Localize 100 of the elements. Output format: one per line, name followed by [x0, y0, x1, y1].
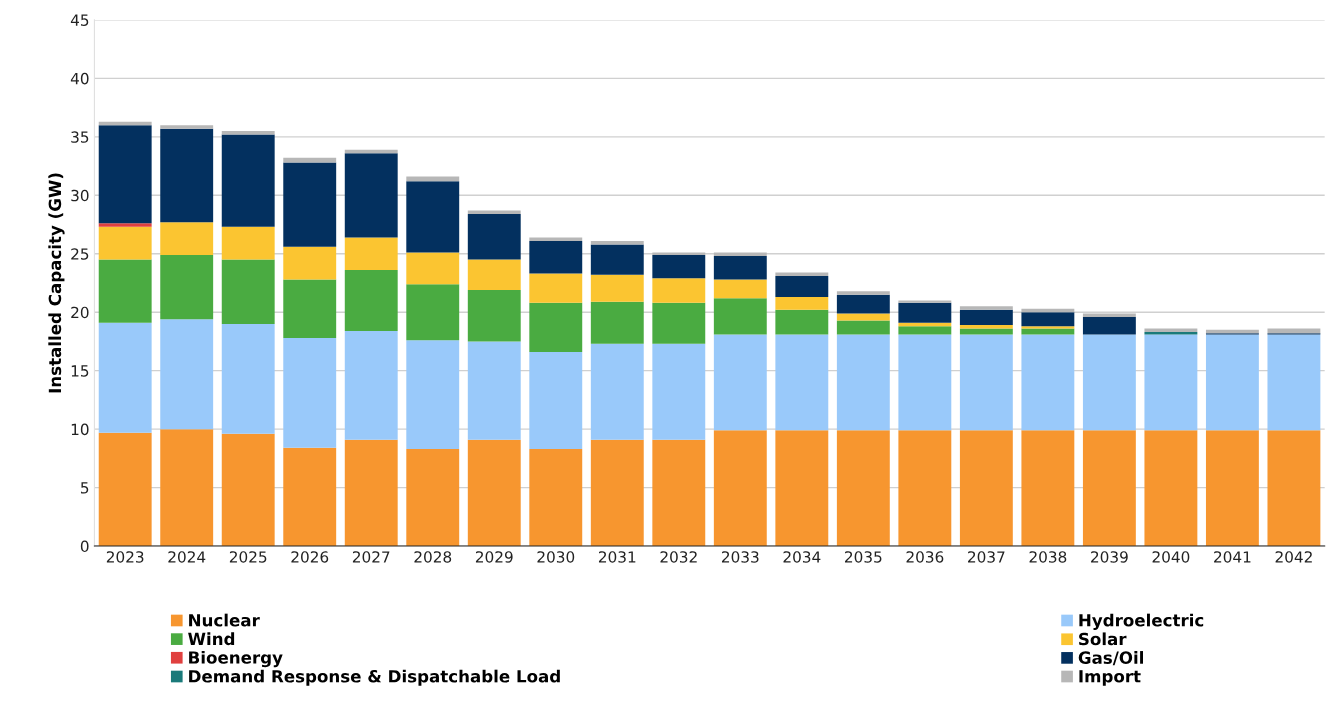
x-tick-label: 2027 [352, 551, 390, 563]
bar [344, 270, 398, 331]
x-tick-label: 2023 [106, 551, 144, 563]
bar [652, 302, 706, 344]
bar [959, 430, 1013, 547]
bar [836, 320, 890, 335]
bar [1267, 430, 1321, 547]
bar [283, 246, 337, 280]
bar [775, 309, 829, 335]
bar [98, 226, 152, 260]
bar [959, 306, 1013, 310]
legend-label: Wind [188, 632, 235, 646]
bar [652, 254, 706, 279]
bar [590, 343, 644, 440]
y-tick-label: 45 [70, 14, 89, 26]
bar [713, 298, 767, 335]
bar [406, 284, 460, 341]
legend-label: Gas/Oil [1078, 651, 1144, 666]
bar [1144, 430, 1198, 547]
bar [529, 302, 583, 352]
bar [590, 439, 644, 547]
bar [1082, 316, 1136, 335]
x-tick-label: 2035 [845, 551, 882, 563]
bar [406, 252, 460, 285]
x-tick-label: 2037 [968, 551, 1005, 563]
bar [1082, 430, 1136, 547]
bar [406, 181, 460, 253]
bar [1205, 430, 1259, 547]
y-tick-label: 35 [71, 131, 89, 143]
bar [898, 302, 952, 323]
bar [98, 223, 152, 227]
bar [836, 294, 890, 314]
bar [1267, 334, 1321, 431]
x-tick-label: 2040 [1152, 551, 1190, 563]
bar [713, 256, 767, 280]
x-tick-label: 2031 [598, 551, 636, 563]
x-tick-label: 2039 [1091, 551, 1128, 563]
bar [1021, 334, 1075, 431]
x-tick-label: 2029 [475, 551, 513, 563]
bar [590, 301, 644, 344]
y-axis-title: Installed Capacity (GW) [48, 173, 65, 393]
bar [836, 291, 890, 295]
bar [160, 429, 214, 547]
bar [1205, 334, 1259, 431]
bar [160, 128, 214, 223]
bar [98, 259, 152, 323]
bar [713, 334, 767, 431]
bar [221, 323, 275, 434]
bar [1082, 334, 1136, 431]
bar [775, 272, 829, 276]
bar [344, 153, 398, 238]
bar [406, 449, 460, 547]
x-tick-label: 2028 [414, 551, 452, 563]
bar [221, 433, 275, 547]
bar [467, 259, 521, 290]
x-tick-label: 2041 [1214, 551, 1251, 563]
y-tick-label: 0 [80, 540, 89, 553]
x-tick-label: 2032 [660, 551, 697, 563]
bar [836, 334, 890, 431]
bar [959, 309, 1013, 326]
bar [98, 322, 152, 433]
x-tick-label: 2030 [537, 551, 575, 563]
x-tick-label: 2024 [168, 551, 206, 563]
legend-label: Hydroelectric [1079, 613, 1204, 630]
y-tick-label: 25 [71, 248, 89, 260]
bar [160, 319, 214, 430]
bar [590, 274, 644, 302]
bar [959, 325, 1013, 329]
bar [160, 254, 214, 320]
bar [1144, 334, 1198, 431]
bar [160, 125, 214, 129]
bar [775, 430, 829, 547]
bar [898, 334, 952, 431]
bar [775, 297, 829, 310]
bar [529, 273, 583, 303]
bar [1021, 312, 1075, 327]
x-tick-label: 2026 [291, 551, 329, 563]
bar [775, 334, 829, 431]
bar [959, 334, 1013, 431]
bar [652, 439, 706, 547]
bar [467, 341, 521, 440]
bar [836, 313, 890, 321]
x-tick-label: 2025 [229, 551, 267, 563]
x-tick-label: 2033 [721, 551, 759, 563]
x-tick-label: 2042 [1275, 551, 1312, 563]
bar [652, 278, 706, 303]
bar [221, 259, 275, 324]
x-tick-label: 2038 [1029, 551, 1067, 563]
legend-label: Bioenergy [189, 650, 283, 668]
y-tick-label: 40 [70, 72, 89, 85]
bar [221, 226, 275, 260]
bar [1021, 430, 1075, 547]
bar [98, 432, 152, 547]
y-tick-label: 20 [71, 306, 89, 319]
bar [713, 279, 767, 299]
bar [652, 343, 706, 440]
bar [898, 326, 952, 335]
y-tick-label: 10 [71, 423, 89, 436]
x-tick-label: 2034 [783, 551, 821, 563]
legend-label: Demand Response & Dispatchable Load [189, 669, 560, 686]
